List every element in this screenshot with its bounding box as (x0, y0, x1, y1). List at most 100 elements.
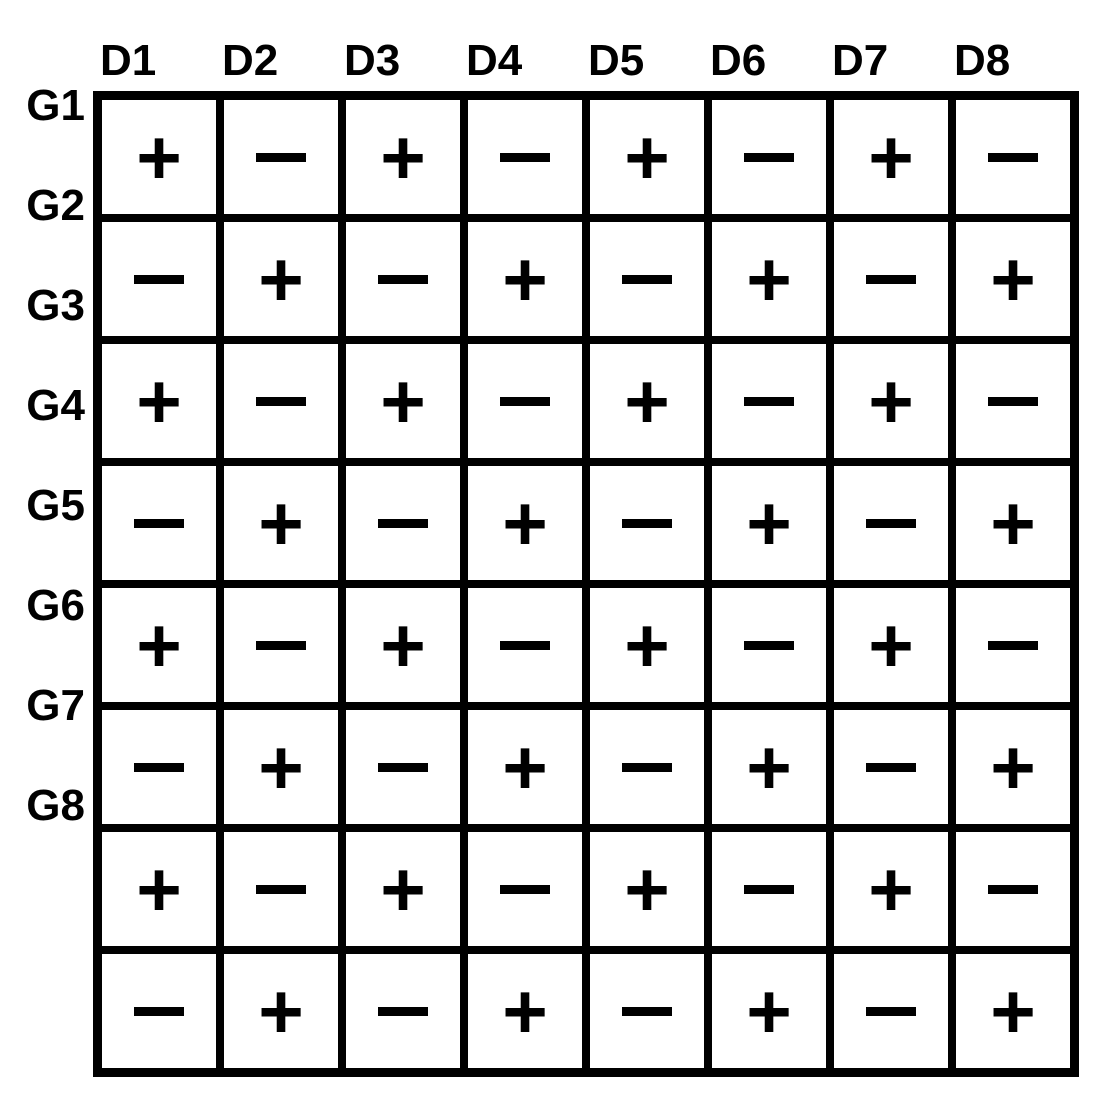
col-header-d1: D1 (100, 36, 222, 86)
plus-icon (990, 972, 1036, 1050)
grid-cell (586, 462, 708, 584)
grid-cell (220, 950, 342, 1072)
minus-icon (744, 885, 794, 894)
grid-cell (708, 462, 830, 584)
minus-icon (256, 397, 306, 406)
grid-cell (830, 828, 952, 950)
grid-cell (98, 706, 220, 828)
plus-icon (746, 972, 792, 1050)
grid-cell (952, 950, 1074, 1072)
minus-icon (500, 153, 550, 162)
plus-icon (990, 240, 1036, 318)
grid-cell (464, 828, 586, 950)
grid-cell (952, 96, 1074, 218)
grid-cell (586, 218, 708, 340)
minus-icon (256, 641, 306, 650)
grid-cell (952, 584, 1074, 706)
plus-icon (136, 850, 182, 928)
plus-icon (258, 240, 304, 318)
plus-icon (380, 606, 426, 684)
plus-icon (258, 972, 304, 1050)
grid-cell (830, 218, 952, 340)
plus-icon (502, 972, 548, 1050)
plus-icon (380, 118, 426, 196)
grid-cell (464, 340, 586, 462)
plus-icon (502, 728, 548, 806)
minus-icon (744, 153, 794, 162)
plus-icon (502, 240, 548, 318)
grid-cell (708, 96, 830, 218)
plus-icon (746, 728, 792, 806)
grid-cell (464, 950, 586, 1072)
grid-cell (220, 828, 342, 950)
minus-icon (500, 641, 550, 650)
grid-cell (464, 96, 586, 218)
plus-icon (258, 728, 304, 806)
minus-icon (622, 519, 672, 528)
grid-cell (708, 218, 830, 340)
grid-cell (98, 950, 220, 1072)
minus-icon (988, 153, 1038, 162)
grid-cell (952, 340, 1074, 462)
plus-icon (624, 606, 670, 684)
plus-icon (746, 484, 792, 562)
grid-cell (708, 706, 830, 828)
grid-cell (952, 706, 1074, 828)
grid-cell (830, 584, 952, 706)
minus-icon (622, 275, 672, 284)
grid-cell (220, 706, 342, 828)
plus-icon (746, 240, 792, 318)
plus-icon (258, 484, 304, 562)
grid-cell (98, 340, 220, 462)
grid-cell (220, 96, 342, 218)
col-header-d6: D6 (710, 36, 832, 86)
grid-cell (98, 584, 220, 706)
plus-icon (990, 484, 1036, 562)
grid-cell (464, 462, 586, 584)
grid-cell (952, 828, 1074, 950)
grid-cell (830, 462, 952, 584)
minus-icon (622, 763, 672, 772)
grid-cell (830, 96, 952, 218)
minus-icon (866, 1007, 916, 1016)
grid-cell (586, 828, 708, 950)
grid-cell (342, 462, 464, 584)
grid-cell (952, 462, 1074, 584)
grid-cell (708, 340, 830, 462)
grid-cell (98, 828, 220, 950)
grid-cell (830, 706, 952, 828)
minus-icon (134, 519, 184, 528)
grid-cell (342, 96, 464, 218)
row-header-g8: G8 (25, 781, 85, 903)
col-header-d7: D7 (832, 36, 954, 86)
plus-icon (624, 850, 670, 928)
grid-cell (220, 462, 342, 584)
grid-cell (464, 706, 586, 828)
minus-icon (500, 885, 550, 894)
grid-cell (98, 96, 220, 218)
col-header-d4: D4 (466, 36, 588, 86)
minus-icon (866, 275, 916, 284)
minus-icon (378, 1007, 428, 1016)
grid-cell (342, 950, 464, 1072)
plus-icon (502, 484, 548, 562)
grid-cell (342, 340, 464, 462)
grid-cell (830, 950, 952, 1072)
minus-icon (744, 641, 794, 650)
plus-icon (868, 606, 914, 684)
grid-cell (342, 584, 464, 706)
minus-icon (378, 275, 428, 284)
grid-cell (586, 340, 708, 462)
plus-icon (624, 118, 670, 196)
minus-icon (988, 397, 1038, 406)
grid-cell (220, 584, 342, 706)
grid-cell (586, 950, 708, 1072)
minus-icon (988, 641, 1038, 650)
polarity-grid (93, 91, 1079, 1077)
plus-icon (868, 850, 914, 928)
grid-cell (708, 584, 830, 706)
minus-icon (866, 763, 916, 772)
grid-cell (220, 340, 342, 462)
minus-icon (134, 1007, 184, 1016)
grid-cell (342, 828, 464, 950)
